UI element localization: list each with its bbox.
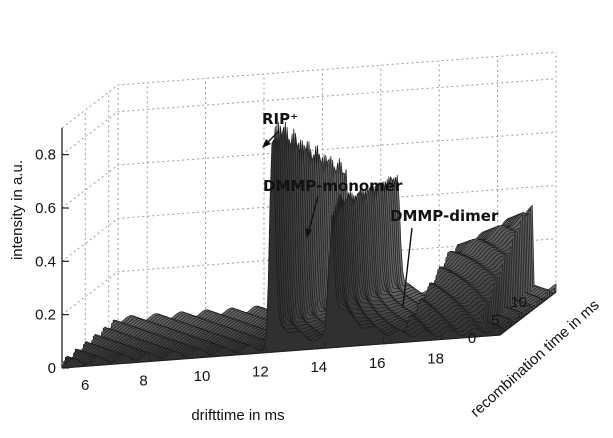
annotation-monomer-arrowhead: [305, 228, 312, 238]
z-tick-label-1: 0.2: [35, 307, 56, 324]
annotation-rip: RIP⁺: [262, 110, 298, 128]
z-tick-label-2: 0.4: [35, 253, 56, 270]
surface-strip-1: [63, 126, 502, 368]
surface-layer: [61, 121, 557, 369]
y-tick-label-0: 0: [468, 330, 476, 347]
z-tick-label-3: 0.6: [35, 200, 56, 217]
surface-strip-13: [83, 139, 522, 352]
x-tick-label-4: 14: [310, 359, 327, 376]
grid-line-z-4: [61, 78, 557, 156]
annotation-rip-arrowhead: [262, 139, 271, 148]
x-tick-label-2: 10: [194, 368, 211, 385]
x-tick-label-5: 16: [369, 355, 386, 372]
x-axis-line: [61, 334, 501, 369]
z-tick-label-4: 0.8: [35, 147, 56, 164]
y-tick-label-1: 5: [491, 312, 499, 329]
annotation-monomer-arrow: [307, 195, 319, 235]
annotation-layer: RIP⁺ DMMP-monomer DMMP-dimer: [262, 110, 499, 307]
surface-strip-7: [73, 127, 512, 360]
surface-strip-0: [61, 139, 501, 369]
surface-strip-2: [64, 122, 504, 366]
annotation-dimer-arrow: [402, 227, 413, 307]
z-axis-label: intensity in a.u.: [9, 160, 26, 260]
annotation-dmmp-monomer: DMMP-monomer: [263, 177, 403, 195]
x-tick-label-6: 18: [427, 350, 444, 367]
x-tick-label-1: 8: [139, 372, 147, 389]
x-tick-label-0: 6: [81, 377, 89, 394]
y-tick-label-2: 10: [510, 294, 527, 311]
x-tick-label-3: 12: [252, 364, 269, 381]
annotation-dmmp-dimer: DMMP-dimer: [390, 207, 499, 225]
z-tick-label-0: 0: [48, 360, 56, 377]
x-axis-label: drifttime in ms: [191, 407, 284, 424]
grid-line-z-5: [61, 51, 557, 129]
surface-strip-3: [66, 121, 506, 365]
grid-line-z-1: [61, 238, 557, 316]
